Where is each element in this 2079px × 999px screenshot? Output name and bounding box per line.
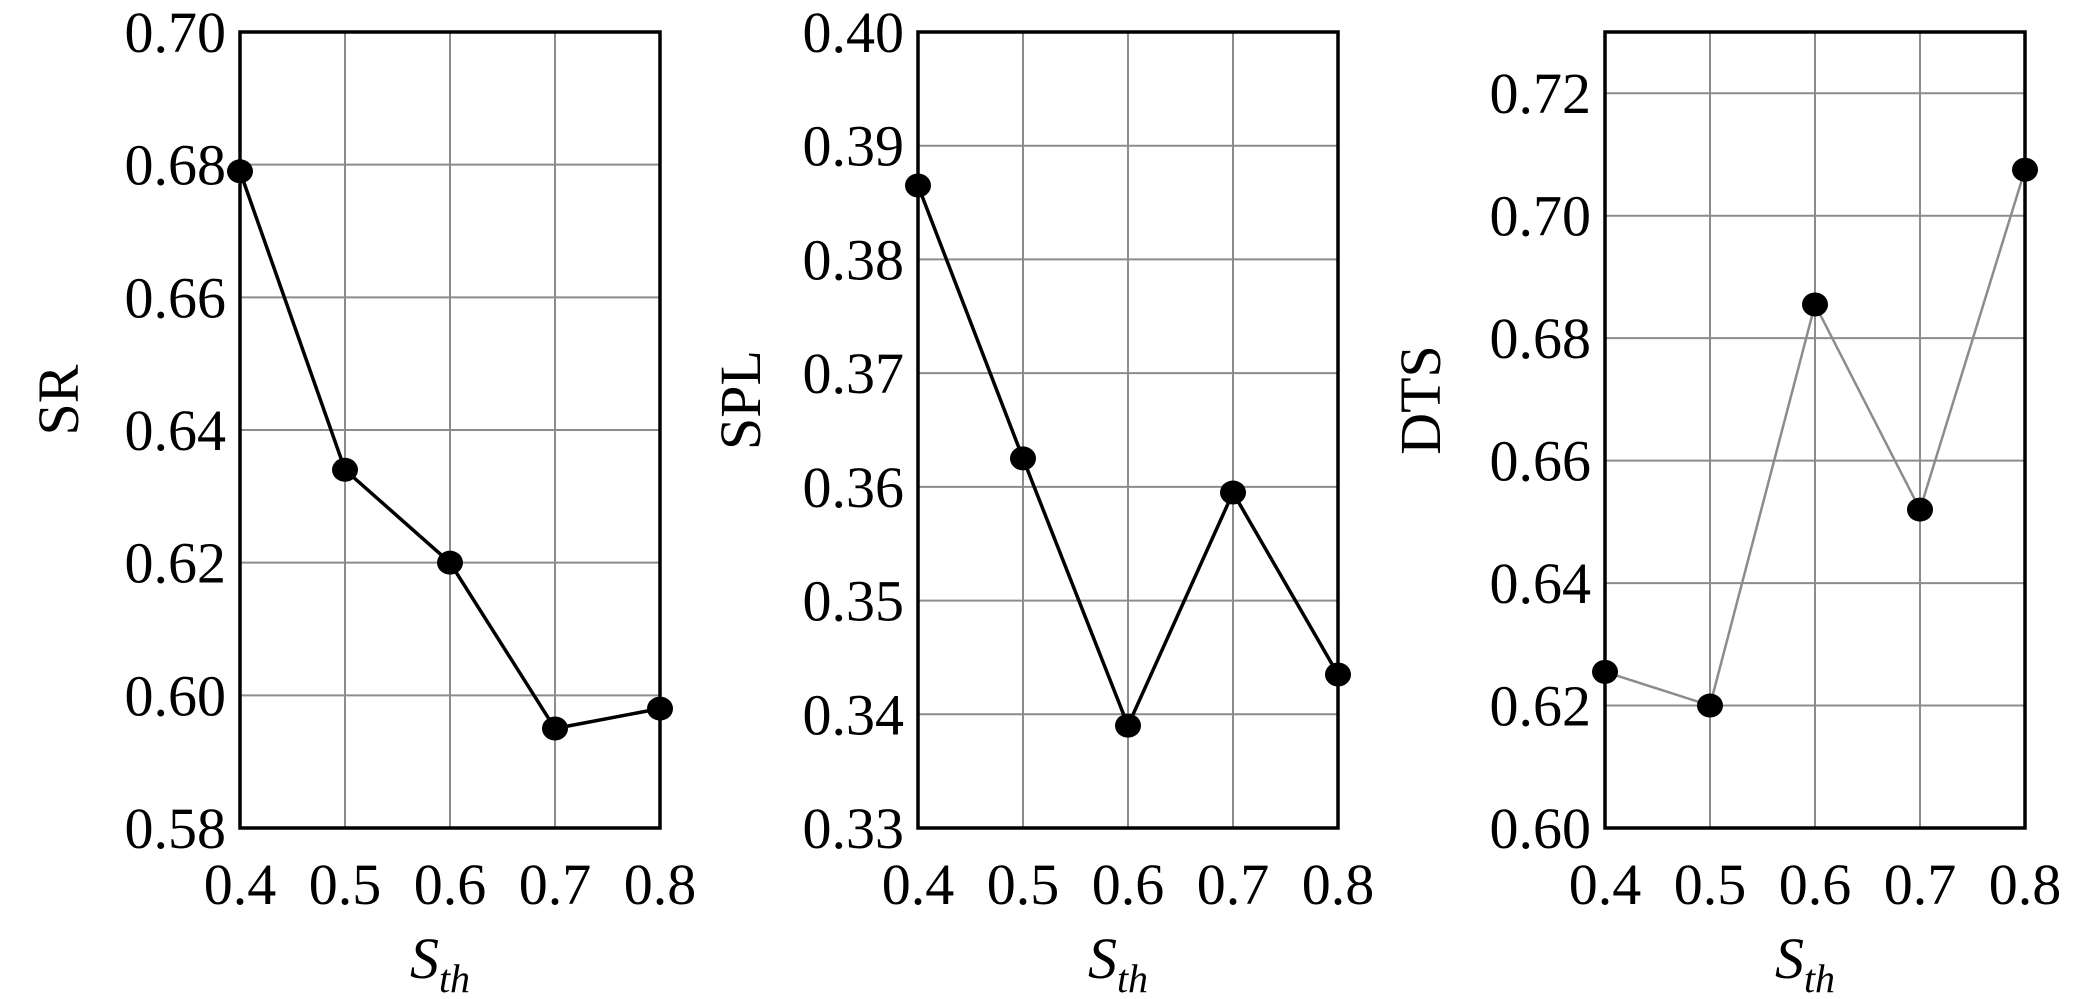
x-tick-label: 0.5 [309, 852, 382, 917]
x-tick-label: 0.5 [1674, 852, 1747, 917]
panel-dts: 0.60 0.62 0.64 0.66 0.68 0.70 0.72 0.4 0.5 0.6 0.7… [1388, 30, 2062, 999]
y-tick-label: 0.38 [803, 227, 905, 292]
x-tick-label: 0.7 [519, 852, 592, 917]
x-tick-label: 0.4 [204, 852, 277, 917]
x-axis-label-main: S [1775, 926, 1804, 991]
y-tick-label: 0.37 [803, 341, 905, 406]
data-point [1325, 662, 1351, 687]
x-axis-label-subscript: th [1804, 956, 1835, 999]
data-point [905, 173, 931, 198]
x-tick-label: 0.8 [1302, 852, 1375, 917]
data-point [1010, 446, 1036, 471]
x-axis-label: Sth [1775, 926, 1835, 999]
x-tick-label: 0.8 [624, 852, 697, 917]
x-tick-label: 0.5 [987, 852, 1060, 917]
x-tick-label: 0.7 [1884, 852, 1957, 917]
plot-frame [1603, 30, 2027, 830]
x-axis-label-main: S [1088, 926, 1117, 991]
data-point [332, 457, 358, 482]
x-tick-label: 0.4 [1569, 852, 1642, 917]
data-point [1697, 693, 1723, 718]
data-point [1592, 659, 1618, 684]
y-tick-label: 0.60 [1490, 796, 1592, 861]
data-point [1802, 292, 1828, 317]
plot-frame [916, 30, 1340, 830]
panel-sr: 0.58 0.60 0.62 0.64 0.66 0.68 0.70 0.4 0.5 0.6 0.7… [26, 0, 696, 999]
x-tick-label: 0.7 [1197, 852, 1270, 917]
data-point [437, 550, 463, 575]
x-axis-label: Sth [1088, 926, 1148, 999]
y-tick-label: 0.39 [803, 114, 905, 179]
y-tick-label: 0.33 [803, 796, 905, 861]
y-tick-label: 0.68 [1490, 306, 1592, 371]
y-tick-label: 0.70 [125, 0, 227, 65]
x-tick-label: 0.4 [882, 852, 955, 917]
y-axis-label: SPL [708, 350, 773, 450]
x-axis-label-subscript: th [439, 956, 470, 999]
data-point [542, 716, 568, 741]
x-tick-label: 0.6 [1779, 852, 1852, 917]
y-tick-label: 0.70 [1490, 184, 1592, 249]
y-axis-label: DTS [1388, 345, 1453, 455]
x-tick-label: 0.8 [1989, 852, 2062, 917]
y-tick-label: 0.72 [1490, 61, 1592, 126]
panel-spl: 0.33 0.34 0.35 0.36 0.37 0.38 0.39 0.40 0.4 0.5 0.… [708, 0, 1374, 999]
data-point [1220, 480, 1246, 505]
y-tick-label: 0.66 [1490, 429, 1592, 494]
y-tick-label: 0.62 [1490, 674, 1592, 739]
data-point [2012, 157, 2038, 182]
y-tick-label: 0.36 [803, 455, 905, 520]
y-tick-label: 0.40 [803, 0, 905, 65]
y-axis-label: SR [26, 364, 91, 435]
data-point [227, 159, 253, 184]
data-point [647, 696, 673, 721]
y-tick-label: 0.66 [125, 265, 227, 330]
y-tick-label: 0.34 [803, 682, 905, 747]
y-tick-label: 0.64 [125, 398, 227, 463]
data-point [1115, 713, 1141, 738]
y-tick-label: 0.60 [125, 663, 227, 728]
x-tick-label: 0.6 [1092, 852, 1165, 917]
y-tick-label: 0.68 [125, 133, 227, 198]
x-axis-label-main: S [410, 926, 439, 991]
plot-frame [238, 30, 662, 830]
x-axis-label: Sth [410, 926, 470, 999]
x-axis-label-subscript: th [1117, 956, 1148, 999]
y-tick-label: 0.35 [803, 569, 905, 634]
data-point [1907, 497, 1933, 522]
y-tick-label: 0.64 [1490, 551, 1592, 616]
x-tick-label: 0.6 [414, 852, 487, 917]
y-tick-label: 0.62 [125, 531, 227, 596]
y-tick-label: 0.58 [125, 796, 227, 861]
